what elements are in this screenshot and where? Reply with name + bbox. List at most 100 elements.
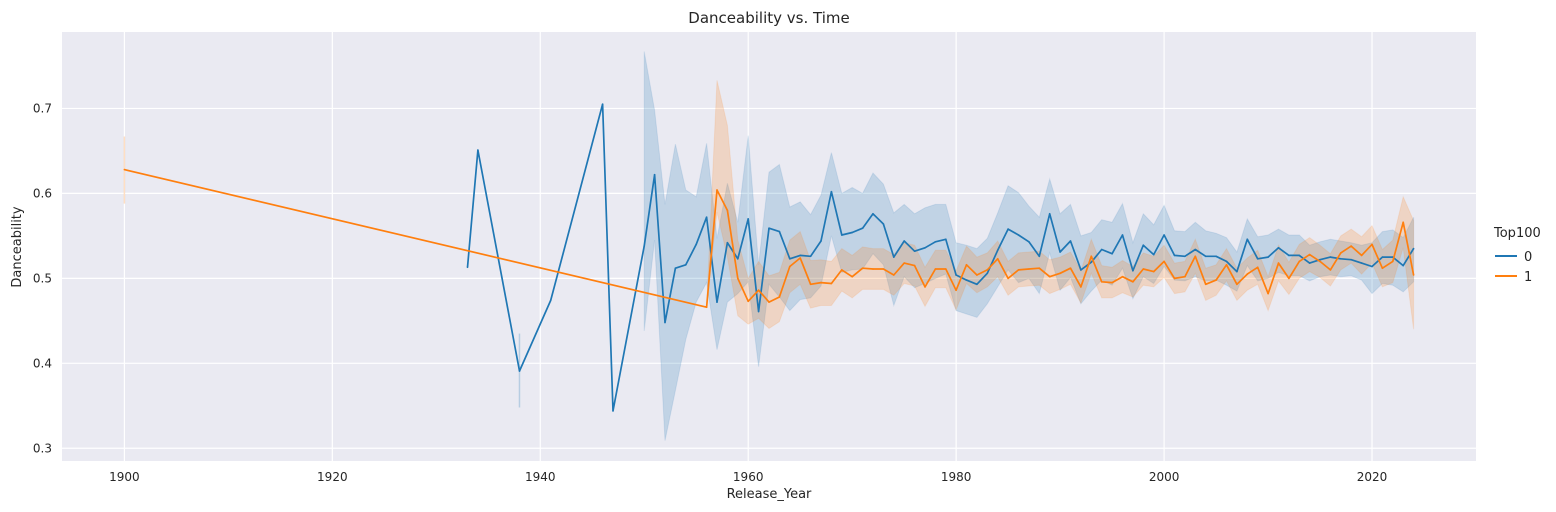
x-tick-label: 1980	[941, 470, 972, 484]
series-0-point	[695, 243, 697, 246]
series-1-point	[1007, 277, 1009, 280]
series-0-point	[841, 234, 843, 236]
series-0-point	[726, 241, 729, 244]
series-1-point	[1329, 269, 1332, 271]
series-1-point	[1246, 273, 1249, 275]
series-0-point	[1402, 264, 1404, 267]
series-0-point	[789, 258, 791, 260]
series-1-point	[1392, 260, 1394, 263]
series-0-point	[1173, 254, 1176, 257]
series-0-point	[809, 255, 812, 258]
series-0-point	[1277, 247, 1280, 249]
series-1-point	[1371, 243, 1373, 246]
series-1-point	[903, 262, 905, 264]
series-0-point	[996, 249, 999, 252]
series-1-point	[1184, 275, 1186, 278]
series-1-point	[1277, 262, 1280, 264]
series-1-point	[1204, 283, 1207, 286]
legend-label-0: 0	[1524, 250, 1532, 265]
series-0-point	[799, 254, 801, 257]
series-0-point	[1100, 248, 1103, 251]
y-tick-label: 0.7	[33, 101, 52, 115]
series-0-point	[1007, 228, 1009, 230]
series-1-point	[757, 289, 760, 292]
series-1-point	[1402, 221, 1404, 224]
series-0-point	[643, 245, 645, 247]
series-1-point	[1308, 253, 1311, 256]
series-0-point	[1350, 258, 1352, 261]
series-0-point	[1017, 234, 1020, 236]
series-0-point	[1340, 258, 1342, 260]
x-axis: 1900 1920 1940 1960 1980 2000 2020	[109, 470, 1387, 484]
series-0-point	[1288, 254, 1290, 257]
series-1-point	[1059, 272, 1061, 275]
series-0-point	[965, 279, 968, 281]
series-0-point	[882, 223, 885, 225]
series-0-point	[986, 272, 989, 275]
series-0-point	[1319, 258, 1321, 261]
series-1-point	[1090, 255, 1093, 258]
series-1-point	[820, 281, 822, 284]
series-0-point	[1152, 253, 1155, 256]
series-0-point	[1256, 258, 1259, 260]
series-0-point	[612, 410, 614, 412]
series-1-point	[934, 268, 937, 270]
series-1-point	[1236, 283, 1238, 286]
series-1-point	[841, 269, 843, 271]
series-0-point	[1236, 270, 1238, 273]
legend: Top100 0 1	[1493, 226, 1541, 285]
series-0-point	[955, 274, 957, 276]
series-0-point	[1142, 244, 1145, 246]
series-0-point	[872, 213, 874, 215]
series-0-point	[976, 283, 978, 286]
x-tick-label: 2000	[1149, 470, 1180, 484]
x-tick-label: 1960	[733, 470, 764, 484]
series-1-line	[124, 168, 1415, 309]
series-0-point	[1132, 269, 1134, 272]
series-1-point	[872, 268, 874, 270]
series-1-point	[1017, 269, 1020, 271]
series-1-point	[1121, 275, 1124, 278]
series-0-point	[549, 299, 552, 302]
series-1-point	[945, 268, 947, 270]
x-tick-label: 1900	[109, 470, 140, 484]
series-1-point	[1298, 260, 1301, 263]
series-0-point	[1298, 254, 1301, 257]
series-0-point	[1371, 265, 1373, 268]
chart-title: Danceability vs. Time	[688, 9, 849, 27]
series-0-point	[1246, 238, 1249, 241]
series-1-point	[965, 264, 968, 266]
series-0-point	[747, 218, 749, 220]
series-1-point	[1100, 281, 1103, 283]
y-axis: 0.3 0.4 0.5 0.6 0.7	[33, 101, 52, 455]
series-1-point	[1028, 268, 1030, 270]
series-0-point	[830, 190, 833, 193]
series-1-point	[1256, 266, 1259, 269]
series-1-point	[986, 269, 989, 271]
series-0-point	[1111, 252, 1113, 255]
series-0-point	[1381, 256, 1384, 258]
series-0-point	[716, 301, 718, 303]
series-0-point	[1069, 240, 1072, 242]
series-1-point	[809, 283, 812, 286]
series-0-point	[1267, 256, 1269, 258]
series-lines	[123, 103, 1415, 412]
series-1-point	[1080, 286, 1082, 288]
series-1-point	[789, 265, 791, 268]
series-1-point	[778, 296, 781, 298]
series-1-point	[123, 168, 126, 171]
series-1-point	[716, 189, 718, 191]
series-0-point	[861, 227, 864, 229]
series-0-point	[1059, 251, 1061, 253]
series-0-point	[1194, 248, 1197, 251]
x-axis-label: Release_Year	[727, 487, 812, 502]
series-1-point	[1340, 252, 1342, 254]
series-1-point	[1173, 277, 1176, 280]
x-tick-label: 2020	[1357, 470, 1388, 484]
series-1-point	[913, 264, 916, 267]
series-0-point	[518, 370, 521, 372]
series-1-point	[1288, 277, 1290, 280]
series-0-point	[466, 266, 469, 269]
series-0-point	[674, 267, 677, 270]
